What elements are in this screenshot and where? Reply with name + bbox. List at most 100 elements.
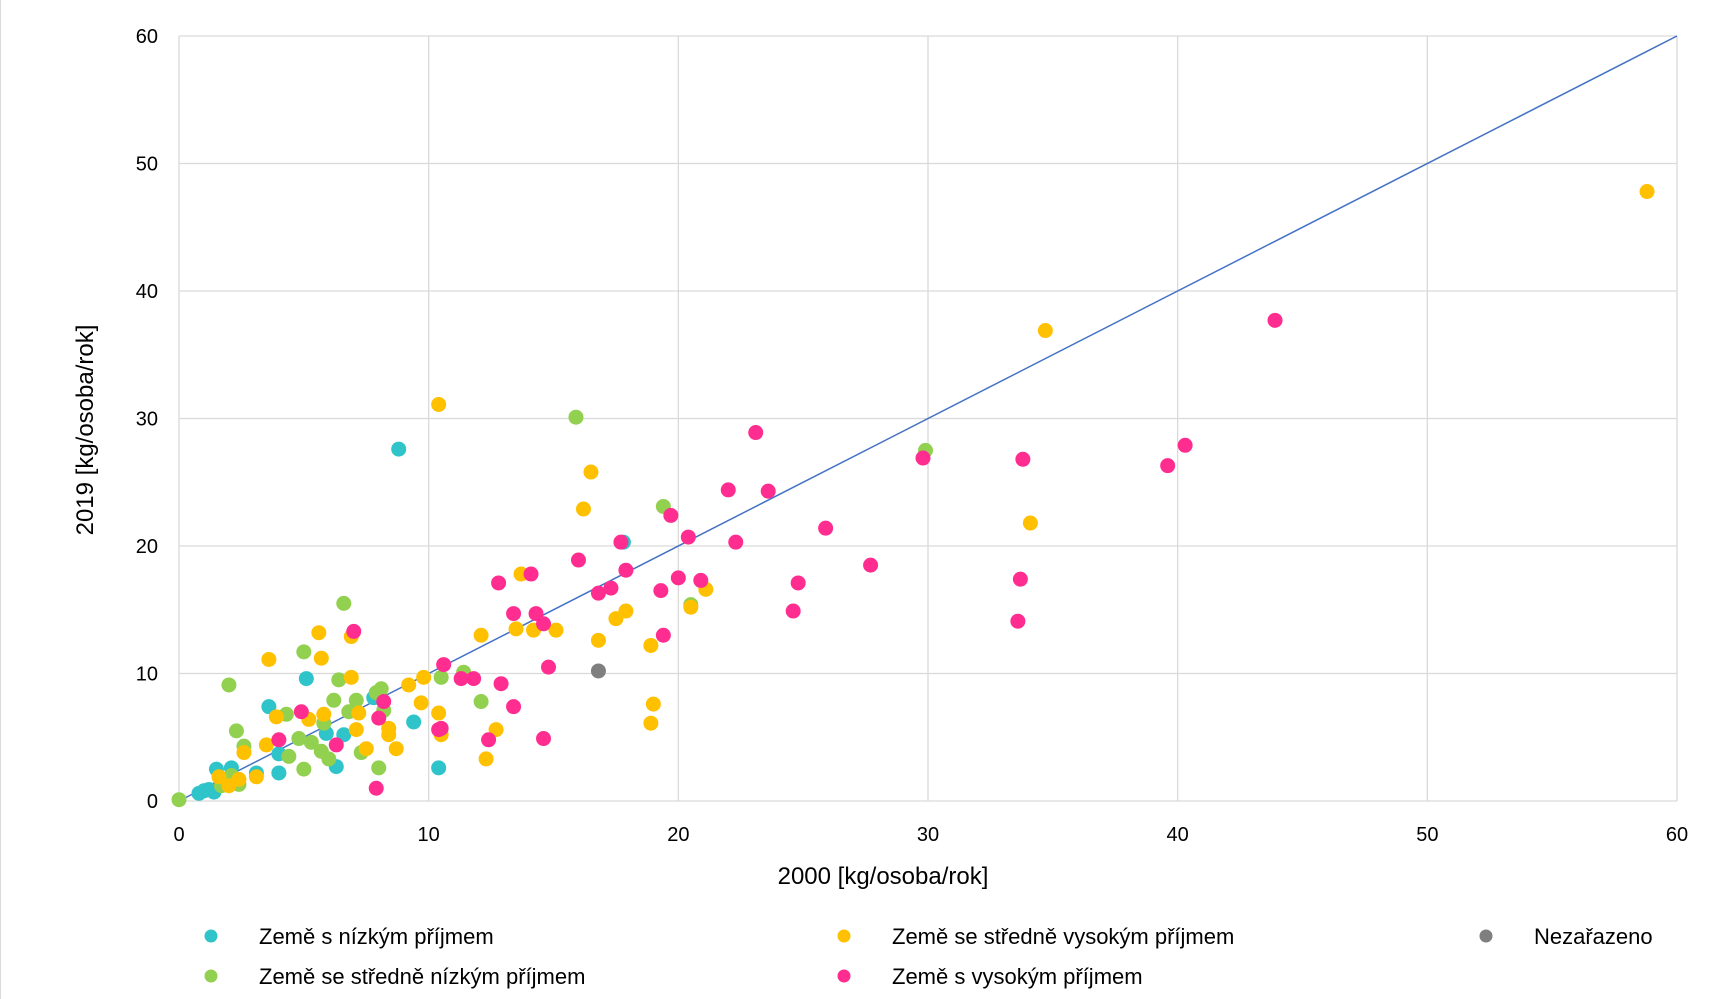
legend-label: Země se středně vysokým příjmem (892, 924, 1234, 949)
data-point (663, 507, 679, 523)
data-point (728, 534, 744, 550)
data-point (1267, 312, 1283, 328)
data-point (720, 482, 736, 498)
data-point (431, 396, 447, 412)
data-point (296, 761, 312, 777)
data-point (348, 692, 364, 708)
data-point (680, 529, 696, 545)
data-point (358, 741, 374, 757)
data-point (268, 709, 284, 725)
data-point (406, 714, 422, 730)
data-point (258, 737, 274, 753)
data-point (536, 731, 552, 747)
data-point (291, 731, 307, 747)
legend-label: Země s vysokým příjmem (892, 964, 1143, 989)
x-tick-label: 0 (173, 824, 184, 846)
data-point (655, 627, 671, 643)
data-point (211, 769, 227, 785)
y-tick-label: 50 (136, 154, 158, 176)
data-point (171, 792, 187, 808)
data-point (261, 651, 277, 667)
legend-label: Země se středně nízkým příjmem (259, 964, 585, 989)
x-tick-label: 10 (418, 824, 440, 846)
y-tick-label: 20 (136, 536, 158, 558)
legend: Země s nízkým příjmem Země se středně níz… (204, 924, 1653, 989)
data-point (413, 695, 429, 711)
y-tick-label: 30 (136, 409, 158, 431)
data-point (643, 715, 659, 731)
y-tick-label: 60 (136, 26, 158, 48)
data-point (473, 627, 489, 643)
data-point (331, 672, 347, 688)
data-point (431, 722, 447, 738)
data-point (433, 669, 449, 685)
data-point (1022, 515, 1038, 531)
data-point (351, 705, 367, 721)
data-point (1010, 613, 1026, 629)
data-point (645, 696, 661, 712)
data-point (346, 623, 362, 639)
data-point (590, 663, 606, 679)
data-point (590, 585, 606, 601)
x-axis-title: 2000 [kg/osoba/rok] (778, 863, 989, 890)
data-point (760, 483, 776, 499)
data-point (368, 780, 384, 796)
data-point (653, 583, 669, 599)
data-point (818, 520, 834, 536)
data-point (328, 737, 344, 753)
data-point (508, 621, 524, 637)
data-point (431, 760, 447, 776)
data-point (436, 657, 452, 673)
data-point (506, 606, 522, 622)
data-point (196, 783, 212, 799)
legend-label: Země s nízkým příjmem (259, 924, 494, 949)
y-axis-ticks: 0 10 20 30 40 50 60 (136, 26, 158, 813)
data-point (1160, 458, 1176, 474)
data-point (296, 644, 312, 660)
data-point (583, 464, 599, 480)
data-point (915, 450, 931, 466)
data-point (371, 760, 387, 776)
data-point (248, 769, 264, 785)
data-point (613, 534, 629, 550)
data-point (570, 552, 586, 568)
data-point (693, 572, 709, 588)
data-point (466, 671, 482, 687)
x-tick-label: 50 (1416, 824, 1438, 846)
data-point (231, 771, 247, 787)
data-point (643, 637, 659, 653)
data-point (785, 603, 801, 619)
data-point (303, 734, 319, 750)
data-point (493, 676, 509, 692)
data-point (221, 677, 237, 693)
data-point (381, 727, 397, 743)
data-point (863, 557, 879, 573)
data-point (790, 575, 806, 591)
y-tick-label: 10 (136, 664, 158, 686)
data-point (236, 745, 252, 761)
data-point (391, 441, 407, 457)
legend-marker (204, 929, 218, 943)
data-point (321, 751, 337, 767)
data-point (311, 625, 327, 641)
data-point (618, 562, 634, 578)
data-point (748, 425, 764, 441)
data-point (590, 632, 606, 648)
data-point (316, 706, 332, 722)
data-point (376, 694, 392, 710)
data-point (548, 622, 564, 638)
data-point (536, 616, 552, 632)
x-tick-label: 60 (1666, 824, 1688, 846)
data-point (491, 575, 507, 591)
data-point (313, 650, 329, 666)
x-tick-label: 40 (1167, 824, 1189, 846)
legend-marker (1479, 929, 1493, 943)
data-point (506, 699, 522, 715)
data-points (171, 184, 1655, 808)
legend-marker (204, 969, 218, 983)
data-point (453, 671, 469, 687)
data-point (608, 611, 624, 627)
data-point (298, 671, 314, 687)
